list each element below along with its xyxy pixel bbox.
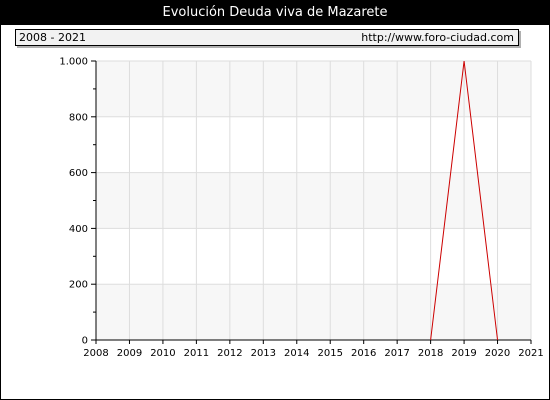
- x-tick-label: 2009: [117, 348, 142, 359]
- plot-background: [96, 61, 531, 340]
- grid-lines: [96, 60, 532, 340]
- x-tick-label: 2019: [451, 348, 476, 359]
- plot-band: [96, 61, 531, 117]
- x-tick-label: 2014: [284, 348, 309, 359]
- x-tick-label: 2012: [217, 348, 242, 359]
- series-line: [430, 60, 499, 341]
- y-tick-label: 400: [69, 224, 88, 235]
- x-tick-label: 2020: [485, 348, 510, 359]
- x-axis-ticks: 2008 2009 2010 2011 2012 2013 2014 2015 2016 2017…: [83, 340, 544, 359]
- x-tick-label: 2016: [351, 348, 376, 359]
- x-tick-label: 2021: [518, 348, 543, 359]
- y-tick-label: 1.000: [59, 57, 88, 68]
- x-tick-label: 2017: [384, 348, 409, 359]
- x-tick-label: 2015: [318, 348, 343, 359]
- info-bar: 2008 - 2021 http://www.foro-ciudad.com: [15, 29, 519, 46]
- y-tick-label: 800: [69, 112, 88, 123]
- y-tick-label: 0: [82, 336, 88, 347]
- plot-band: [96, 228, 531, 285]
- year-range-label: 2008 - 2021: [19, 31, 86, 44]
- y-axis-ticks: 0 200 400 600 800 1.000: [59, 57, 96, 347]
- x-tick-label: 2013: [251, 348, 276, 359]
- source-link[interactable]: http://www.foro-ciudad.com: [361, 31, 514, 44]
- plot-band: [96, 116, 531, 173]
- chart-title: Evolución Deuda viva de Mazarete: [1, 1, 549, 25]
- plot-band: [96, 284, 531, 340]
- x-tick-label: 2008: [83, 348, 108, 359]
- x-tick-label: 2018: [418, 348, 443, 359]
- plot-band: [96, 172, 531, 229]
- x-tick-label: 2010: [150, 348, 175, 359]
- series-layer: [430, 60, 499, 341]
- x-tick-label: 2011: [184, 348, 209, 359]
- y-tick-label: 600: [69, 168, 88, 179]
- y-tick-label: 200: [69, 280, 88, 291]
